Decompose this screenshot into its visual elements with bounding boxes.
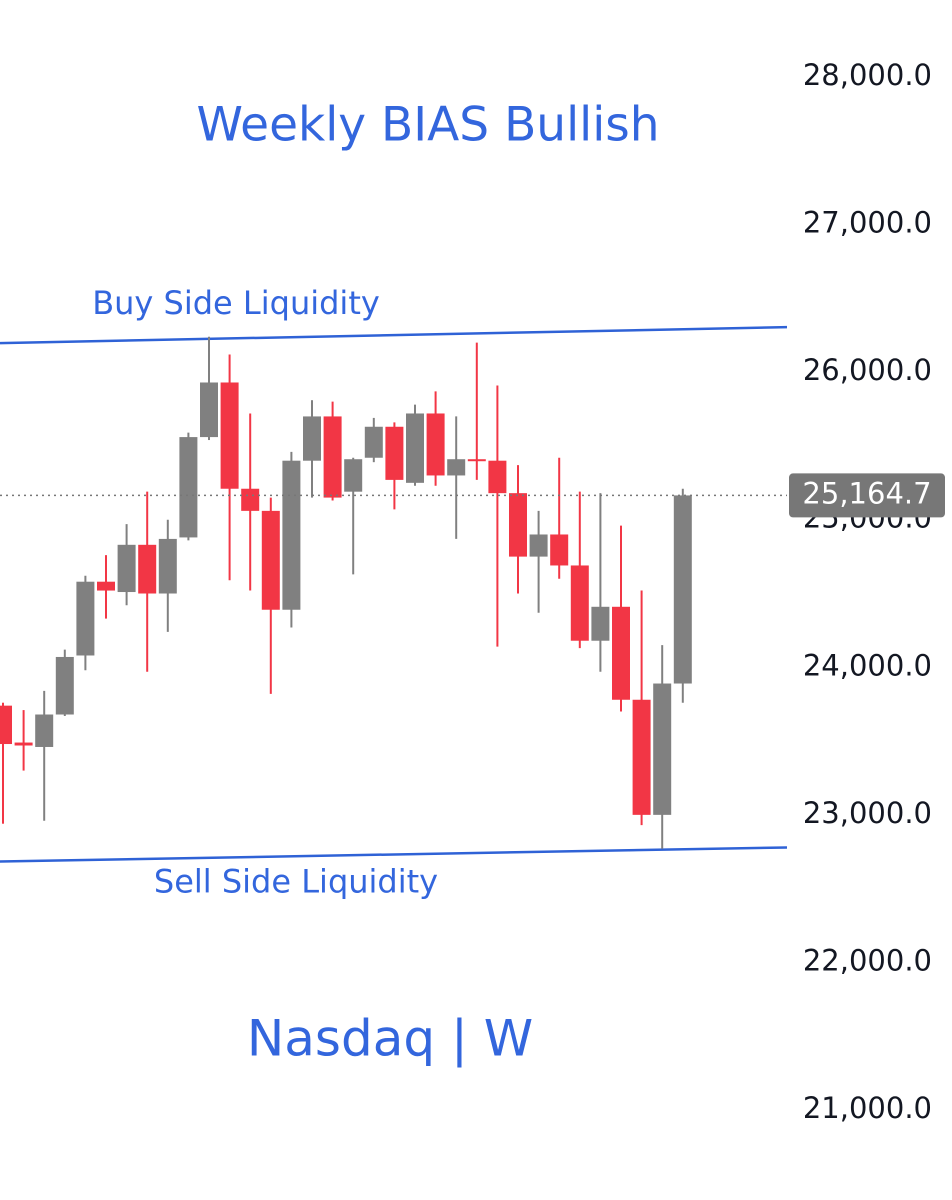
candle-body [14, 742, 33, 746]
liquidity-label: Sell Side Liquidity [154, 862, 438, 900]
y-tick-label: 22,000.0 [803, 943, 932, 977]
candle-body [591, 606, 610, 641]
candle-body [97, 581, 115, 591]
chart-title: Weekly BIAS Bullish [196, 98, 659, 153]
liquidity-label: Buy Side Liquidity [92, 284, 380, 322]
candle-body [0, 705, 12, 745]
candle-body [282, 460, 301, 610]
candle-body [344, 459, 363, 492]
candle-body [76, 581, 95, 656]
candle-body [200, 382, 218, 438]
candle-body [261, 510, 280, 610]
candle-body [385, 426, 404, 480]
liquidity-line [0, 846, 788, 863]
candle-body [138, 544, 157, 594]
y-tick-label: 24,000.0 [803, 648, 932, 682]
candle-body [303, 416, 321, 461]
y-tick-label: 21,000.0 [803, 1091, 932, 1125]
candle-body [323, 416, 342, 498]
candle-body [241, 488, 260, 511]
y-tick-label: 28,000.0 [803, 58, 932, 92]
y-tick-label: 23,000.0 [803, 796, 932, 830]
candle-body [364, 426, 383, 458]
y-tick-label: 26,000.0 [803, 353, 932, 387]
candle-body [467, 459, 486, 462]
candle-body [632, 699, 651, 815]
candle-body [426, 413, 445, 476]
candle-body [612, 606, 630, 700]
chart-subtitle: Nasdaq | W [247, 1010, 533, 1068]
candle-body [529, 534, 548, 557]
candle-body [673, 495, 692, 684]
last-price-label: 25,164.7 [802, 476, 931, 510]
liquidity-line [0, 325, 788, 345]
last-price-tag [789, 473, 945, 518]
candle-body [550, 534, 569, 566]
candle-body [570, 565, 589, 641]
y-tick-label: 27,000.0 [803, 206, 932, 240]
candle-body [509, 493, 527, 557]
candle-body [158, 538, 177, 594]
candle-body [406, 413, 424, 483]
candle-body [179, 437, 198, 538]
candle-body [447, 459, 466, 476]
candle-body [55, 656, 74, 715]
candle-body [488, 460, 507, 494]
candle-body [220, 382, 239, 489]
candle-body [653, 683, 672, 815]
candle-body [117, 544, 136, 593]
candle-body [35, 714, 54, 747]
